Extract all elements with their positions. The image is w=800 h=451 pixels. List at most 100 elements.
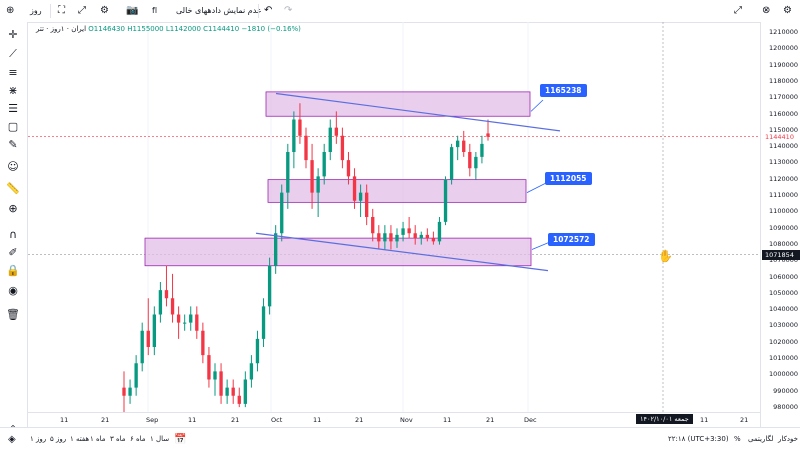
redo-icon[interactable]: ↷ xyxy=(284,5,293,16)
candle-body xyxy=(328,127,332,152)
price-tick-label: 1190000 xyxy=(769,60,798,69)
percent-toggle[interactable]: % xyxy=(734,435,741,443)
camera-icon[interactable]: 📷 xyxy=(126,5,139,16)
candle-body xyxy=(237,395,241,404)
lock-icon[interactable]: 🔒 xyxy=(6,263,20,277)
range-button[interactable]: ۱ هفته xyxy=(70,435,90,443)
candle-body xyxy=(164,290,169,299)
hide-empty-data-toggle[interactable]: عدم نمایش دادههای خالی xyxy=(176,6,262,15)
maximize-icon[interactable]: ⤢ xyxy=(734,5,742,16)
brush-icon[interactable]: ✎ xyxy=(8,137,18,151)
candle-body xyxy=(431,238,436,242)
support-resistance-zone xyxy=(267,179,527,203)
range-button[interactable]: ۱ سال xyxy=(150,435,170,443)
price-axis[interactable]: 1210000 1200000 1190000 1180000 1170000 11600… xyxy=(760,22,800,427)
price-tick-label: 1080000 xyxy=(769,239,798,248)
candle-body xyxy=(304,135,308,161)
settings-icon[interactable]: ⚙ xyxy=(100,5,109,16)
price-tick-label: 1180000 xyxy=(769,76,798,85)
time-tick-label: 11 xyxy=(188,416,197,424)
candle-body xyxy=(316,176,320,193)
candle-body xyxy=(176,314,181,323)
price-tick-label: 1110000 xyxy=(769,191,798,199)
candle-body xyxy=(122,387,126,396)
trendline-icon[interactable]: ⟋ xyxy=(9,47,17,60)
candle-body xyxy=(201,330,205,356)
zone-callout-upper[interactable]: 1165238 xyxy=(540,84,587,97)
close-icon[interactable]: ⊗ xyxy=(762,5,771,16)
chart-type-icon[interactable]: ⛶ xyxy=(58,5,65,16)
current-price-badge: 1144410 xyxy=(762,132,800,142)
range-button[interactable]: ۵ روز xyxy=(50,435,67,443)
pitchfork-icon[interactable]: ⋇ xyxy=(8,83,18,97)
symbol-name[interactable]: ایران · ۱روز · تتر xyxy=(36,25,87,33)
fib-icon[interactable]: ☰ xyxy=(8,101,18,115)
timezone-display[interactable]: ۲۲:۱۸ (UTC+3:30) xyxy=(668,435,729,443)
price-tick-label: 1210000 xyxy=(769,28,798,36)
candle-body xyxy=(377,233,381,242)
price-tick-label: 1040000 xyxy=(769,305,798,314)
hand-cursor-icon: ✋ xyxy=(658,249,673,263)
crosshair-date-badge: جمعه ۱۴۰۲/۱۰/۰۱ xyxy=(636,414,693,424)
interval-button[interactable]: روز xyxy=(30,6,42,15)
price-tick-label: 1200000 xyxy=(769,44,798,53)
date-range-icon[interactable]: 📅 xyxy=(174,434,187,445)
price-tick-label: 1120000 xyxy=(769,174,798,183)
price-tick-label: 1050000 xyxy=(769,288,798,297)
undo-icon[interactable]: ↶ xyxy=(264,5,273,16)
time-axis[interactable]: 11 21 Sep 11 21 Oct 11 21 Nov 11 21 Dec 11 21 جمعه ۱۴… xyxy=(28,412,760,428)
drawing-toolbar: ✛ ⟋ ≡ ⋇ ☰ ▢ ✎ ☺ 📏 ⊕ ∩ ✐ 🔒 ◉ 🗑 ◈ xyxy=(0,22,28,435)
fx-button[interactable]: fا xyxy=(152,6,158,15)
fullscreen-icon[interactable]: ⤢ xyxy=(78,5,86,16)
candle-body xyxy=(249,363,254,380)
ruler-icon[interactable]: 📏 xyxy=(6,181,20,195)
zone-callout-middle[interactable]: 1112055 xyxy=(545,172,592,185)
candle-body xyxy=(383,233,387,242)
candle-body xyxy=(152,314,157,347)
zoom-in-icon[interactable]: ⊕ xyxy=(8,201,18,215)
log-toggle[interactable]: لگاریتمی xyxy=(748,435,774,443)
zone-callout-lower[interactable]: 1072572 xyxy=(548,233,595,246)
candle-body xyxy=(419,234,423,239)
time-tick-label: 11 xyxy=(700,416,709,424)
candle-body xyxy=(310,160,314,193)
lock-drawing-icon[interactable]: ✐ xyxy=(8,245,18,259)
eye-icon[interactable]: ◉ xyxy=(8,283,18,297)
rectangle-icon[interactable]: ▢ xyxy=(7,119,19,133)
magnet-icon[interactable]: ∩ xyxy=(8,227,18,241)
candle-body xyxy=(298,119,302,136)
candle-body xyxy=(267,265,272,307)
callout-connector xyxy=(531,241,551,250)
crosshair-icon[interactable]: ✛ xyxy=(8,27,18,41)
auto-toggle[interactable]: خودکار xyxy=(778,435,798,443)
time-tick-label: 21 xyxy=(740,416,749,424)
horizontal-lines-icon[interactable]: ≡ xyxy=(8,65,18,79)
candle-body xyxy=(146,330,150,347)
time-tick-label: 11 xyxy=(443,416,452,424)
candle-body xyxy=(474,156,478,169)
candle-body xyxy=(195,314,199,331)
range-button[interactable]: ۶ ماه xyxy=(130,435,146,443)
layers-icon[interactable]: ◈ xyxy=(8,434,16,445)
candle-body xyxy=(134,363,138,388)
range-button[interactable]: ۱ روز xyxy=(30,435,47,443)
price-tick-label: 1070000 xyxy=(769,256,798,265)
candle-body xyxy=(358,192,363,201)
price-tick-label: 1140000 xyxy=(769,142,798,151)
candle-body xyxy=(189,314,193,323)
settings-gear-icon[interactable]: ⚙ xyxy=(783,5,792,16)
emoji-icon[interactable]: ☺ xyxy=(7,159,19,173)
candle-body xyxy=(207,355,211,380)
callout-connector xyxy=(530,99,544,112)
add-symbol-icon[interactable]: ⊕ xyxy=(6,5,15,16)
time-tick-label: Oct xyxy=(271,416,283,424)
candle-body xyxy=(468,152,472,169)
price-tick-label: 1090000 xyxy=(769,223,798,232)
top-toolbar: ⊕ روز ⛶ ⤢ ⚙ 📷 fا عدم نمایش دادههای خالی … xyxy=(0,0,800,23)
candle-body xyxy=(437,221,442,242)
range-button[interactable]: ۳ ماه xyxy=(110,435,126,443)
range-button[interactable]: ۱ ماه xyxy=(90,435,106,443)
chart-area[interactable] xyxy=(28,22,760,412)
trash-icon[interactable]: 🗑 xyxy=(6,307,20,321)
ohlc-values: O1146430 H1155000 L1142000 C1144410 −181… xyxy=(88,25,301,33)
